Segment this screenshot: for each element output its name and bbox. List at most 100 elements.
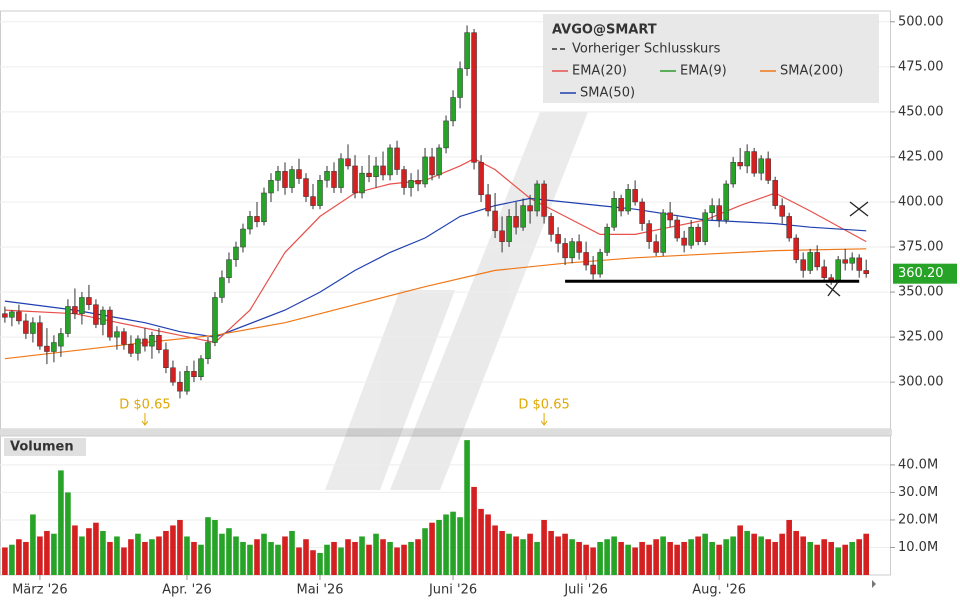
volume-title-bg — [4, 438, 86, 456]
volume-bar — [114, 536, 120, 575]
volume-bar — [198, 544, 204, 575]
volume-bar — [240, 541, 246, 575]
volume-bar — [233, 536, 239, 575]
candle-body — [660, 212, 666, 253]
candle-body — [751, 151, 757, 174]
volume-bar — [128, 539, 134, 575]
volume-bar — [758, 536, 764, 575]
candle-body — [485, 194, 491, 212]
volume-bar — [471, 486, 477, 575]
candle-body — [212, 297, 218, 343]
volume-bar — [464, 440, 470, 575]
candle-body — [702, 212, 708, 242]
candle-body — [205, 342, 211, 359]
volume-bar — [723, 539, 729, 575]
volume-bar — [772, 541, 778, 575]
candle-body — [492, 210, 498, 232]
candle-body — [653, 241, 659, 253]
candle-body — [471, 32, 477, 163]
volume-bar — [23, 541, 29, 575]
volume-bar — [534, 541, 540, 575]
candle-body — [716, 205, 722, 221]
volume-bar — [100, 530, 106, 575]
volume-bar — [583, 544, 589, 575]
candle-body — [135, 338, 141, 354]
volume-bar — [688, 539, 694, 575]
scroll-arrow[interactable] — [872, 580, 876, 588]
volume-bar — [324, 544, 330, 575]
volume-bar — [331, 541, 337, 575]
candle-body — [835, 259, 841, 282]
volume-bar — [135, 533, 141, 575]
volume-bar — [261, 533, 267, 575]
volume-bar — [401, 544, 407, 575]
dividend-arrow — [540, 413, 548, 426]
y-tick-label: 375.00 — [898, 240, 944, 255]
volume-bar — [555, 536, 561, 575]
volume-bar — [660, 536, 666, 575]
volume-tick-label: 30.0M — [898, 485, 938, 500]
candle-body — [226, 259, 232, 278]
candle-body — [541, 183, 547, 217]
volume-bar — [611, 536, 617, 575]
last-price-label: 360.20 — [898, 266, 944, 281]
y-tick-label: 425.00 — [898, 149, 944, 164]
volume-bar — [548, 530, 554, 575]
volume-bar — [107, 541, 113, 575]
volume-bar — [72, 525, 78, 575]
candle-body — [429, 156, 435, 176]
candle-body — [674, 219, 680, 239]
legend-box — [543, 14, 879, 103]
volume-bar — [366, 544, 372, 575]
legend-label: EMA(9) — [680, 64, 727, 79]
volume-bar — [807, 541, 813, 575]
volume-bar — [793, 530, 799, 575]
volume-bar — [184, 536, 190, 575]
volume-bar — [268, 541, 274, 575]
volume-bar — [730, 536, 736, 575]
candle-body — [387, 147, 393, 176]
candle-body — [37, 322, 43, 347]
candle-body — [380, 165, 386, 176]
candle-body — [779, 205, 785, 217]
volume-bar — [842, 544, 848, 575]
candle-body — [114, 331, 120, 338]
candle-body — [128, 344, 134, 354]
candle-body — [275, 171, 281, 181]
volume-bar — [779, 533, 785, 575]
candle-body — [156, 335, 162, 350]
candle-body — [30, 322, 36, 334]
volume-bar — [513, 536, 519, 575]
volume-bar — [436, 519, 442, 575]
candle-body — [23, 320, 29, 334]
volume-bar — [590, 547, 596, 575]
volume-bar — [821, 539, 827, 575]
volume-bar — [429, 522, 435, 575]
candle-body — [149, 335, 155, 347]
volume-bar — [170, 525, 176, 575]
candle-body — [744, 151, 750, 167]
candle-body — [821, 266, 827, 278]
y-tick-label: 325.00 — [898, 330, 944, 345]
x-tick-label: Juni '26 — [428, 583, 477, 598]
legend-label: EMA(20) — [572, 64, 627, 79]
volume-bar — [226, 528, 232, 575]
candle-body — [408, 180, 414, 188]
candle-body — [800, 259, 806, 271]
candle-body — [562, 243, 568, 259]
volume-bar — [443, 514, 449, 575]
candle-body — [478, 162, 484, 196]
legend-label: SMA(50) — [580, 86, 635, 101]
candle-body — [520, 205, 526, 228]
candle-body — [254, 216, 260, 223]
candle-body — [79, 297, 85, 314]
candle-body — [576, 241, 582, 253]
indicator-line — [4, 197, 867, 338]
volume-bar — [9, 544, 15, 575]
y-tick-label: 400.00 — [898, 194, 944, 209]
volume-bar — [359, 536, 365, 575]
volume-bar — [478, 508, 484, 575]
candle-body — [86, 297, 92, 305]
volume-bar — [674, 544, 680, 575]
volume-bar — [275, 544, 281, 575]
